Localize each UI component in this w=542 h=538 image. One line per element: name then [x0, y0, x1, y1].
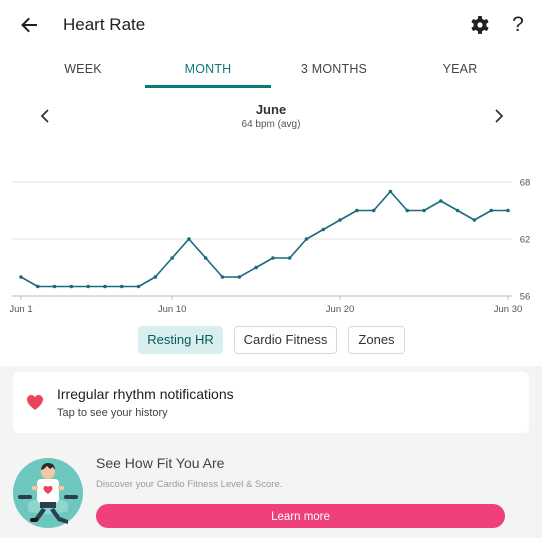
- resting-hr-chart: 68 62 56 Jun 1 Jun 10 Jun 20 Jun 30: [9, 178, 531, 316]
- previous-period-button[interactable]: [36, 104, 56, 128]
- period-average: 64 bpm (avg): [241, 119, 301, 130]
- chip-zones[interactable]: Zones: [348, 326, 405, 354]
- tab-3-months[interactable]: 3 MONTHS: [300, 62, 368, 76]
- chip-resting-hr[interactable]: Resting HR: [138, 326, 223, 354]
- data-point: [271, 256, 275, 260]
- series-line: [20, 190, 508, 288]
- data-point: [254, 265, 258, 270]
- data-point: [153, 275, 158, 279]
- main-panel: Heart Rate ? WEEK MONTH 3 MONTHS YEAR Ju…: [0, 0, 542, 366]
- promo-subtitle: Discover your Cardio Fitness Level & Sco…: [96, 479, 283, 490]
- data-point: [170, 256, 174, 260]
- data-point: [187, 237, 191, 241]
- help-button[interactable]: ?: [512, 13, 524, 36]
- x-tick-label: Jun 1: [9, 304, 32, 315]
- tab-indicator: [145, 85, 271, 88]
- data-point: [103, 284, 107, 289]
- x-tick-label: Jun 30: [494, 304, 523, 315]
- data-point: [355, 208, 359, 213]
- card-title: Irregular rhythm notifications: [57, 386, 234, 402]
- data-point: [19, 275, 23, 279]
- data-point: [455, 208, 460, 213]
- data-point: [489, 208, 494, 213]
- data-point: [405, 208, 410, 213]
- gear-icon: [471, 16, 489, 34]
- fitness-avatar-icon: [13, 458, 83, 528]
- data-point: [472, 218, 477, 222]
- data-point: [439, 199, 443, 203]
- period-tabs: WEEK MONTH 3 MONTHS YEAR: [0, 52, 542, 88]
- data-point: [35, 284, 40, 289]
- data-point: [86, 284, 90, 289]
- learn-more-button[interactable]: Learn more: [96, 504, 505, 528]
- tab-week[interactable]: WEEK: [64, 62, 102, 76]
- chevron-right-icon: [495, 109, 504, 123]
- data-point: [371, 208, 376, 213]
- metric-chips: Resting HR Cardio Fitness Zones: [0, 326, 542, 354]
- chip-cardio-fitness[interactable]: Cardio Fitness: [234, 326, 337, 354]
- back-button[interactable]: [16, 12, 42, 38]
- data-point: [287, 256, 292, 260]
- data-point: [220, 275, 225, 279]
- heart-icon: [27, 395, 43, 410]
- page-title: Heart Rate: [63, 15, 146, 34]
- settings-button[interactable]: [469, 14, 491, 36]
- data-point: [321, 227, 326, 232]
- data-point: [506, 208, 510, 213]
- chevron-left-icon: [40, 109, 49, 123]
- arrow-back-icon: [21, 17, 37, 33]
- data-point: [338, 218, 342, 222]
- y-tick-label: 56: [520, 292, 531, 303]
- y-tick-label: 68: [520, 178, 531, 189]
- y-tick-label: 62: [520, 235, 531, 246]
- next-period-button[interactable]: [488, 104, 508, 128]
- app-bar: Heart Rate ?: [0, 0, 542, 52]
- data-point: [69, 284, 74, 289]
- x-tick-label: Jun 10: [158, 304, 187, 315]
- data-point: [422, 208, 426, 213]
- period-label: June: [255, 102, 287, 117]
- tab-month[interactable]: MONTH: [184, 62, 232, 76]
- irregular-rhythm-card[interactable]: Irregular rhythm notifications Tap to se…: [13, 372, 529, 433]
- data-point: [136, 284, 141, 289]
- data-point: [388, 189, 393, 194]
- tab-year[interactable]: YEAR: [442, 62, 478, 76]
- data-point: [52, 284, 57, 289]
- cardio-fitness-promo: See How Fit You Are Discover your Cardio…: [0, 444, 542, 538]
- data-point: [304, 237, 309, 241]
- promo-title: See How Fit You Are: [96, 455, 225, 471]
- x-tick-label: Jun 20: [326, 304, 355, 315]
- data-point: [119, 284, 124, 289]
- card-subtitle: Tap to see your history: [57, 407, 168, 419]
- data-point: [237, 275, 242, 279]
- data-point: [203, 256, 208, 260]
